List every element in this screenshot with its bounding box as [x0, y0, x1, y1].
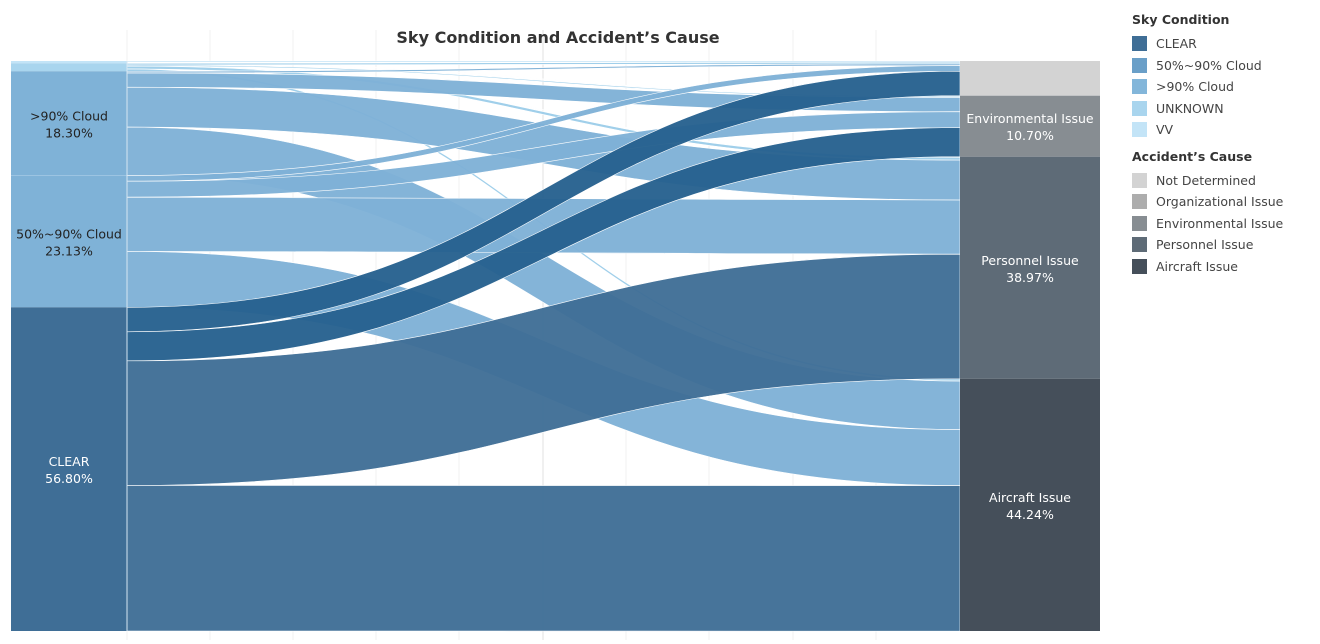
legend-swatch [1132, 194, 1147, 210]
chart-title: Sky Condition and Accident’s Cause [396, 28, 719, 47]
legend-label: Not Determined [1156, 172, 1256, 188]
source-node-unknown [11, 63, 127, 72]
legend: Sky Condition CLEAR 50%~90% Cloud >90% Clo… [1132, 12, 1317, 277]
legend-label: >90% Cloud [1156, 79, 1234, 95]
legend-title-sky: Sky Condition [1132, 12, 1230, 27]
target-label: Personnel Issue [981, 253, 1079, 268]
flow-bands [126, 60, 961, 632]
source-node-vv [11, 61, 127, 64]
source-label: >90% Cloud [30, 108, 108, 123]
source-label: 56.80% [45, 471, 93, 486]
flow-vv-to-not-determined [126, 60, 961, 63]
legend-swatch [1132, 237, 1147, 253]
legend-swatch [1132, 79, 1147, 95]
legend-item-aircraft-issue[interactable]: Aircraft Issue [1132, 256, 1317, 278]
legend-item-50-90-cloud[interactable]: 50%~90% Cloud [1132, 55, 1317, 77]
legend-label: Personnel Issue [1156, 237, 1254, 253]
legend-item-90-cloud[interactable]: >90% Cloud [1132, 76, 1317, 98]
legend-swatch [1132, 122, 1147, 138]
target-label: 38.97% [1006, 270, 1054, 285]
legend-swatch [1132, 100, 1147, 116]
flow-clear-to-aircraft-issue [126, 485, 961, 632]
legend-label: UNKNOWN [1156, 100, 1224, 116]
legend-swatch [1132, 215, 1147, 231]
node-labels: >90% Cloud 18.30% 50%~90% Cloud 23.13% CLEAR… [16, 108, 1094, 522]
legend-label: CLEAR [1156, 36, 1197, 52]
legend-item-personnel-issue[interactable]: Personnel Issue [1132, 234, 1317, 256]
target-nodes [960, 61, 1100, 631]
source-node-50-90-cloud [11, 175, 127, 308]
legend-label: Aircraft Issue [1156, 258, 1238, 274]
legend-item-environmental-issue[interactable]: Environmental Issue [1132, 213, 1317, 235]
legend-item-vv[interactable]: VV [1132, 119, 1317, 141]
target-node-personnel-issue [960, 156, 1100, 379]
source-node-clear [11, 307, 127, 631]
source-label: 50%~90% Cloud [16, 226, 122, 241]
legend-item-unknown[interactable]: UNKNOWN [1132, 98, 1317, 120]
source-nodes [11, 61, 128, 631]
legend-swatch [1132, 57, 1147, 73]
legend-swatch [1132, 258, 1147, 274]
legend-swatch [1132, 36, 1147, 52]
source-label: 23.13% [45, 243, 93, 258]
target-label: 10.70% [1006, 128, 1054, 143]
sankey-chart: Sky Condition and Accident’s Cause >90% … [11, 28, 1100, 640]
legend-label: Organizational Issue [1156, 194, 1284, 210]
legend-item-organizational-issue[interactable]: Organizational Issue [1132, 191, 1317, 213]
source-label: CLEAR [49, 454, 90, 469]
target-node-aircraft-issue [960, 378, 1100, 631]
legend-item-clear[interactable]: CLEAR [1132, 33, 1317, 55]
target-node-not-determined [960, 61, 1100, 96]
legend-label: Environmental Issue [1156, 215, 1284, 231]
target-node-environmental-issue [960, 95, 1100, 157]
source-label: 18.30% [45, 125, 93, 140]
legend-item-not-determined[interactable]: Not Determined [1132, 170, 1317, 192]
target-label: Environmental Issue [966, 111, 1094, 126]
target-label: 44.24% [1006, 507, 1054, 522]
target-label: Aircraft Issue [989, 490, 1071, 505]
legend-title-cause: Accident’s Cause [1132, 148, 1253, 164]
source-node-90-cloud [11, 71, 127, 176]
legend-sky-items: CLEAR 50%~90% Cloud >90% Cloud UNKNOWN VV [1132, 33, 1317, 141]
legend-cause-items: Not Determined Organizational Issue Enviro… [1132, 170, 1317, 278]
legend-swatch [1132, 172, 1147, 188]
legend-label: VV [1156, 122, 1174, 138]
legend-label: 50%~90% Cloud [1156, 57, 1262, 73]
